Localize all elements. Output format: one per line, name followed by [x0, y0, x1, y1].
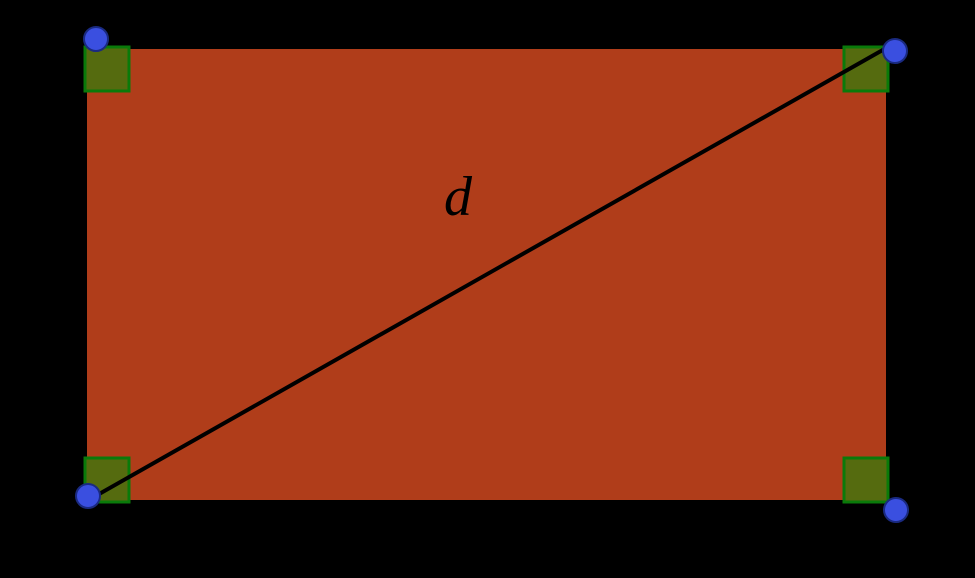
- diagonal-label: d: [444, 165, 472, 229]
- geometry-canvas: [0, 0, 975, 578]
